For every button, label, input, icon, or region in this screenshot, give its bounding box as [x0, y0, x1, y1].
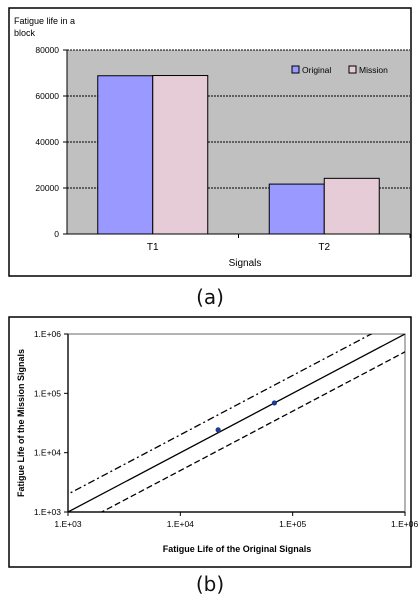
y-axis-title: Fatigue Life of the Mission Signals [16, 349, 26, 497]
y-tick-label: 0 [54, 229, 59, 239]
figure-b: 1.E+03 1.E+04 1.E+05 1.E+06 1.E+03 1.E+04 1.E+… [0, 314, 420, 570]
x-tick-label: T2 [318, 242, 330, 253]
x-tick-label: 1.E+04 [167, 519, 194, 529]
x-axis-title: Fatigue Life of the Original Signals [163, 544, 312, 554]
x-tick-label: 1.E+05 [279, 519, 306, 529]
y-tick-label: 1.E+03 [34, 507, 61, 517]
reference-lines [68, 334, 405, 512]
y-tick-label: 40000 [35, 137, 59, 147]
bar-original-t1 [97, 75, 154, 235]
reference-line-solid [68, 334, 405, 512]
bar-original-t2 [268, 183, 325, 235]
reference-line-dash-dot [68, 334, 373, 495]
y-tick-label: 60000 [35, 91, 59, 101]
data-point [215, 427, 221, 433]
y-tick-label: 1.E+05 [34, 388, 61, 398]
chart-b-frame [8, 316, 412, 568]
caption-b: (b) [195, 572, 225, 596]
legend-label-mission: Mission [359, 65, 388, 75]
reference-line-dashed [100, 351, 405, 512]
legend-swatch-original [291, 65, 300, 74]
y-tick-label: 1.E+04 [34, 448, 61, 458]
bar-mission-t2 [323, 177, 380, 235]
figure-a: 0 20000 40000 60000 80000 Fatigue life in a bl… [0, 0, 420, 280]
x-axis-title: Signals [229, 258, 262, 269]
y-tick-label: 1.E+06 [34, 329, 61, 339]
bar-mission-t1 [152, 75, 209, 235]
x-tick-label: 1.E+06 [391, 519, 418, 529]
data-point [271, 400, 278, 406]
scatter-chart-fatigue-comparison: 1.E+03 1.E+04 1.E+05 1.E+06 1.E+03 1.E+04 1.E+… [8, 316, 418, 568]
y-tick-label: 20000 [35, 183, 59, 193]
caption-a: (a) [196, 285, 224, 309]
y-axis-title: Fatigue life in a [14, 16, 75, 26]
legend-swatch-mission [348, 65, 357, 74]
y-tick-label: 80000 [35, 45, 59, 55]
x-tick-label: 1.E+03 [54, 519, 81, 529]
bar-chart-fatigue-life: 0 20000 40000 60000 80000 Fatigue life in a bl… [8, 7, 412, 277]
y-axis-title: block [14, 28, 36, 38]
x-tick-label: T1 [147, 242, 159, 253]
legend-label-original: Original [302, 65, 331, 75]
